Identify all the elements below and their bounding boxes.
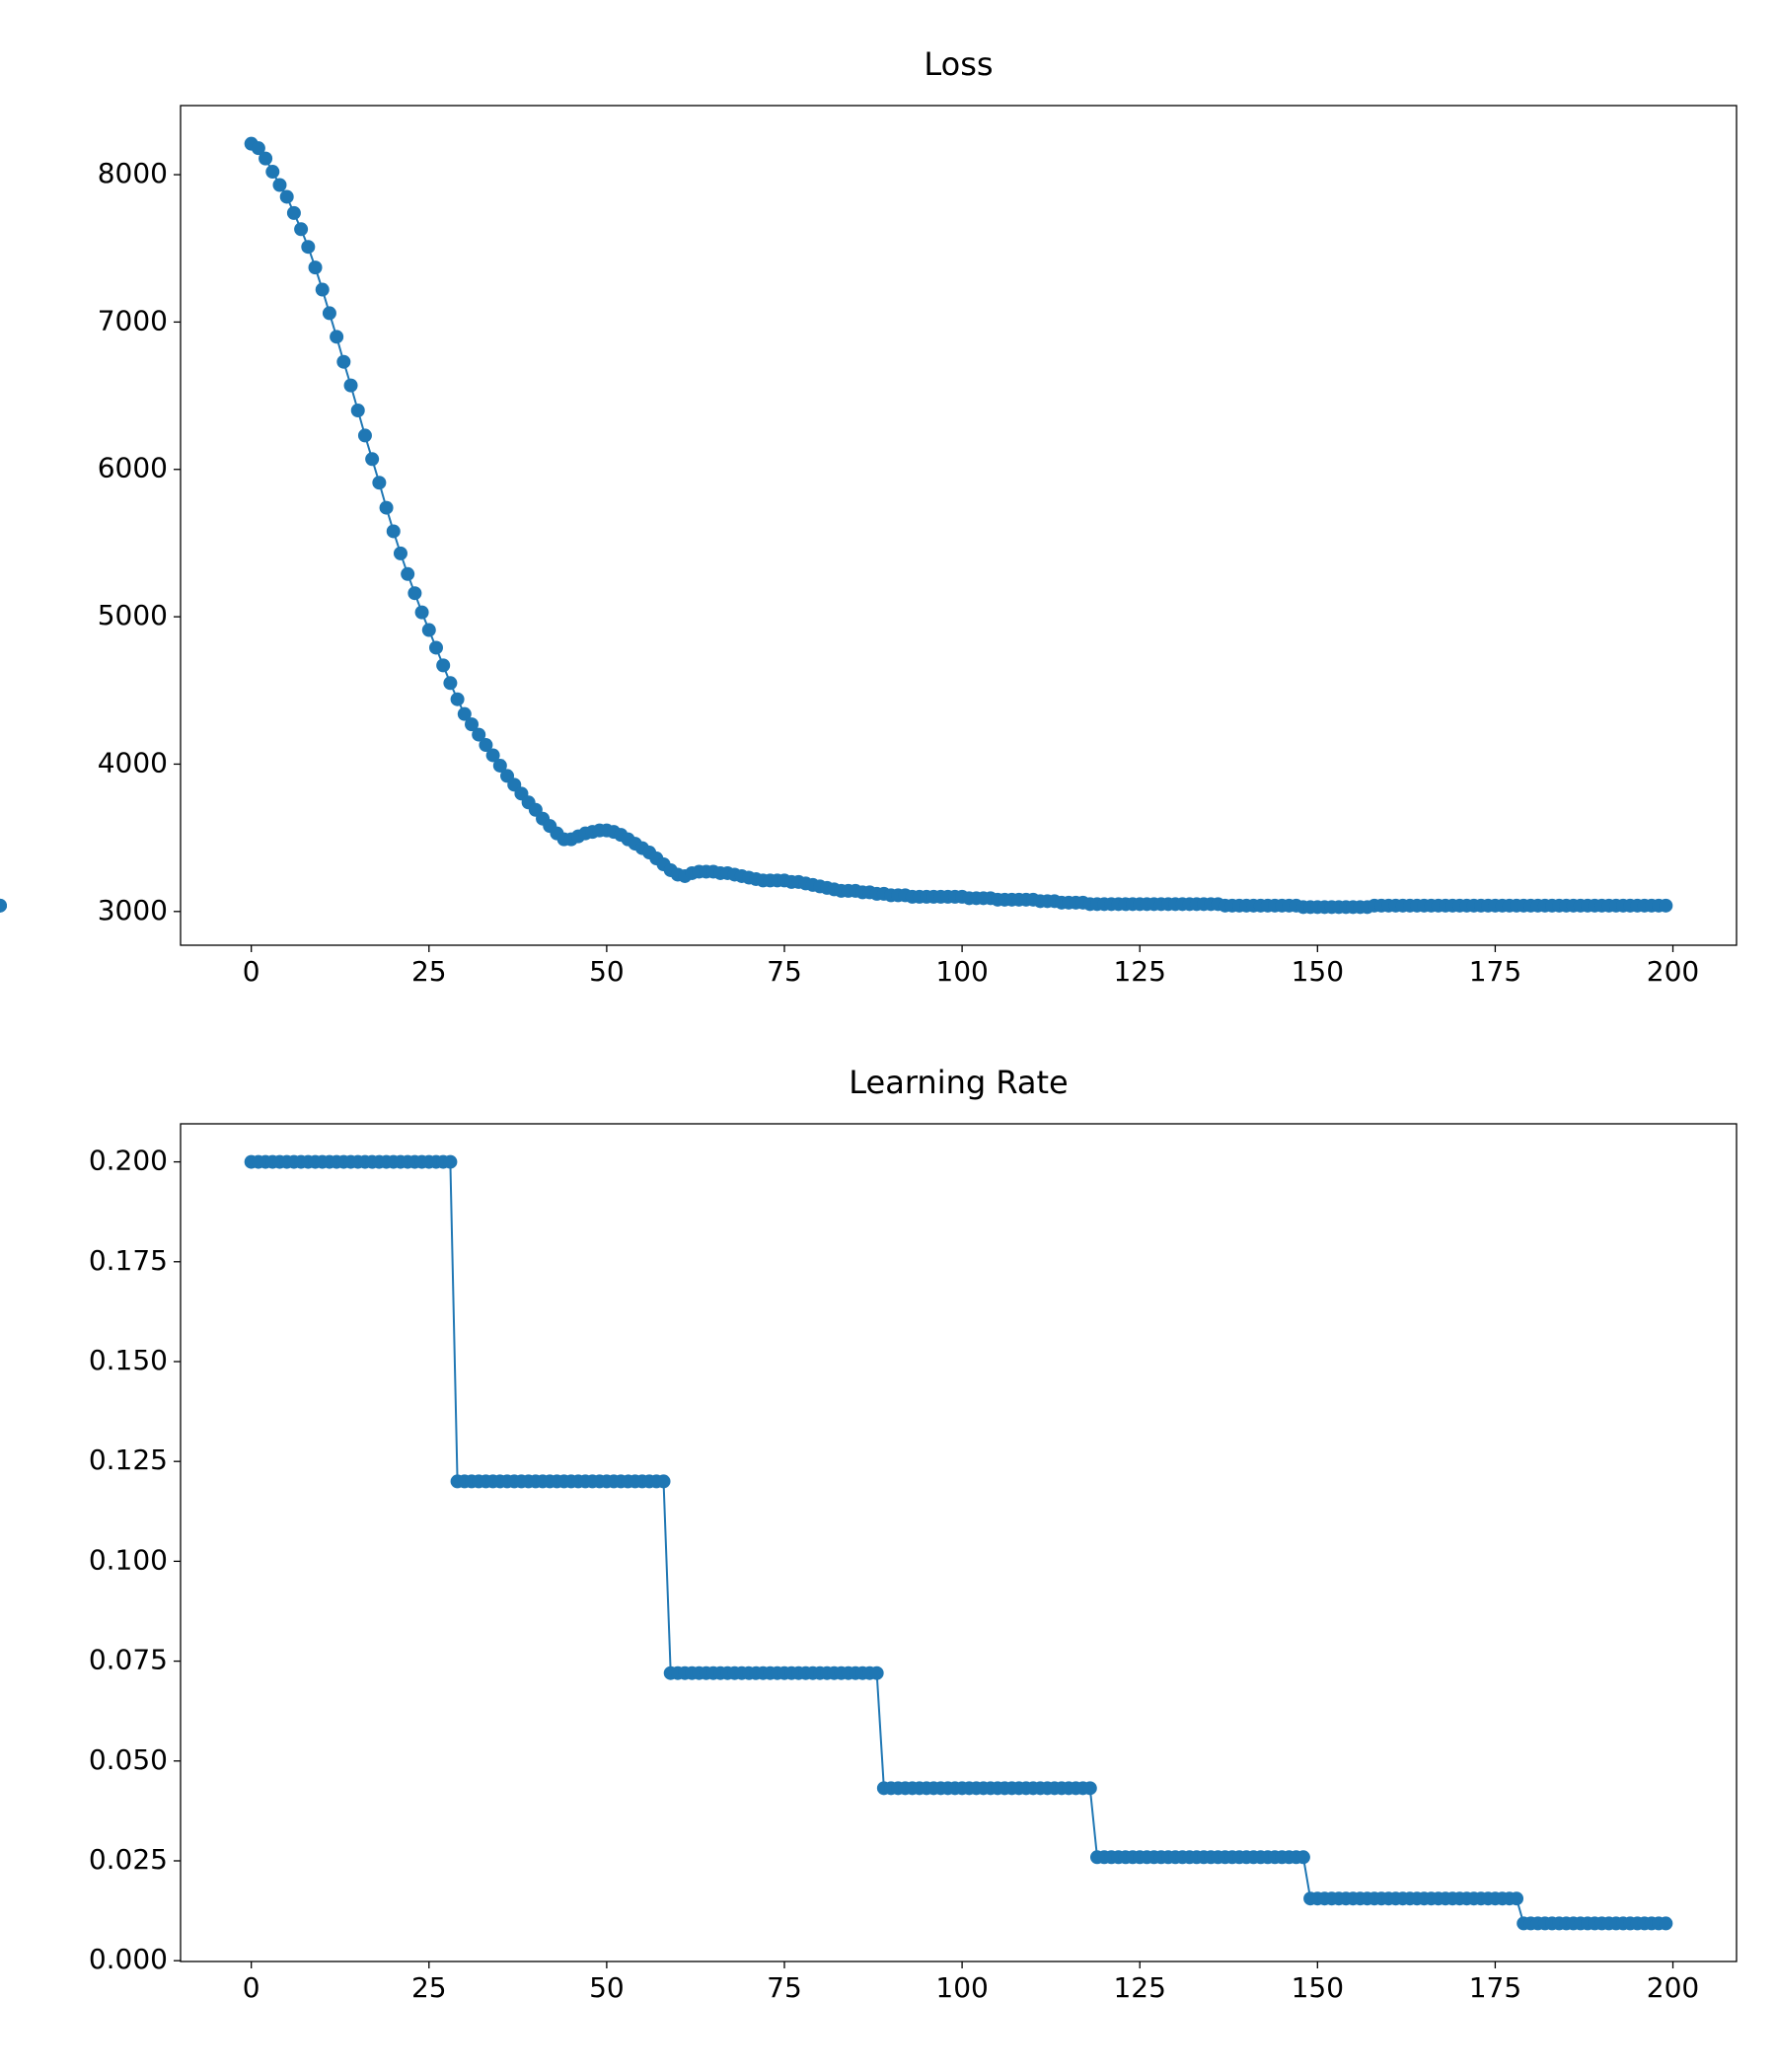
- y-tick-label: 5000: [98, 599, 168, 631]
- plot-frame: [180, 1123, 1738, 1962]
- data-point: [357, 428, 372, 443]
- y-tick-label: 0.175: [89, 1244, 168, 1277]
- data-point: [1295, 1850, 1310, 1865]
- data-point: [315, 282, 330, 297]
- data-point: [308, 260, 323, 275]
- data-point: [485, 748, 500, 763]
- y-tick-label: 0.100: [89, 1543, 168, 1576]
- data-point: [1659, 898, 1673, 913]
- data-point: [1082, 1781, 1097, 1796]
- data-point: [436, 658, 451, 673]
- y-tick-label: 3000: [98, 894, 168, 926]
- data-point: [443, 676, 458, 691]
- x-tick-label: 50: [589, 955, 625, 988]
- data-point: [428, 640, 443, 655]
- data-point: [343, 378, 358, 393]
- data-point: [279, 189, 294, 204]
- series-line: [251, 142, 1666, 909]
- data-point: [372, 476, 387, 490]
- x-tick-label: 25: [411, 955, 447, 988]
- data-point: [443, 1154, 458, 1169]
- data-point: [401, 566, 415, 581]
- y-tick-label: 0.200: [89, 1145, 168, 1177]
- data-point: [421, 623, 436, 637]
- y-tick-label: 4000: [98, 746, 168, 778]
- data-point: [259, 151, 273, 166]
- x-tick-label: 150: [1292, 1971, 1344, 2004]
- y-tick-label: 0.125: [89, 1443, 168, 1476]
- y-tick-label: 0.025: [89, 1843, 168, 1876]
- data-point: [457, 706, 472, 721]
- data-point: [336, 354, 351, 369]
- x-tick-label: 125: [1113, 955, 1165, 988]
- y-tick-label: 0.000: [89, 1943, 168, 1975]
- x-tick-label: 75: [767, 1971, 802, 2004]
- data-point: [386, 524, 401, 539]
- data-point: [294, 222, 309, 237]
- x-tick-label: 0: [243, 1971, 260, 2004]
- y-tick-label: 0.150: [89, 1344, 168, 1376]
- y-tick-label: 8000: [98, 157, 168, 189]
- data-point: [414, 605, 429, 620]
- data-point: [350, 404, 365, 418]
- y-tick-label: 0.075: [89, 1644, 168, 1676]
- chart-title: Loss: [924, 45, 993, 83]
- data-point: [322, 306, 336, 321]
- chart-title: Learning Rate: [849, 1064, 1068, 1101]
- x-tick-label: 75: [767, 955, 802, 988]
- plot-frame: [180, 105, 1738, 946]
- data-point: [330, 330, 344, 344]
- data-point: [0, 898, 7, 913]
- data-point: [492, 758, 507, 773]
- x-tick-label: 175: [1469, 1971, 1521, 2004]
- data-point: [251, 141, 265, 156]
- x-tick-label: 125: [1113, 1971, 1165, 2004]
- x-tick-label: 200: [1647, 1971, 1699, 2004]
- data-point: [450, 692, 465, 706]
- x-tick-label: 200: [1647, 955, 1699, 988]
- series-line: [251, 1160, 1666, 1925]
- data-point: [407, 586, 422, 601]
- data-point: [301, 240, 316, 255]
- x-tick-label: 25: [411, 1971, 447, 2004]
- data-point: [479, 738, 493, 753]
- data-point: [365, 452, 380, 467]
- x-tick-label: 50: [589, 1971, 625, 2004]
- y-tick-label: 0.050: [89, 1743, 168, 1776]
- data-point: [393, 546, 407, 560]
- data-point: [1510, 1891, 1524, 1906]
- x-tick-label: 150: [1292, 955, 1344, 988]
- data-point: [869, 1665, 884, 1680]
- data-point: [379, 500, 394, 515]
- data-point: [286, 205, 301, 220]
- data-point: [472, 727, 486, 742]
- data-point: [1659, 1916, 1673, 1931]
- data-point: [656, 1474, 671, 1489]
- data-point: [465, 717, 480, 732]
- y-tick-label: 7000: [98, 304, 168, 336]
- x-tick-label: 100: [935, 1971, 988, 2004]
- x-tick-label: 100: [935, 955, 988, 988]
- y-tick-label: 6000: [98, 452, 168, 484]
- data-point: [265, 165, 280, 180]
- x-tick-label: 0: [243, 955, 260, 988]
- data-point: [272, 178, 287, 192]
- x-tick-label: 175: [1469, 955, 1521, 988]
